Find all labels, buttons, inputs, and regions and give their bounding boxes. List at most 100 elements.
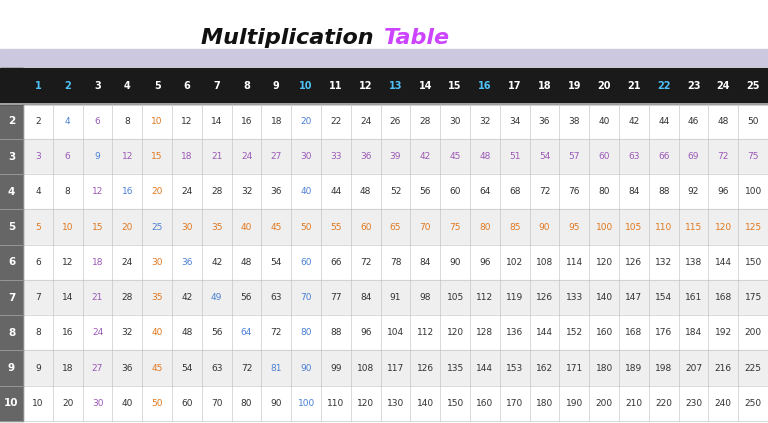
Bar xyxy=(0,386,23,421)
Text: 126: 126 xyxy=(536,293,553,302)
Text: 8: 8 xyxy=(243,81,250,91)
Text: 63: 63 xyxy=(211,363,223,373)
Text: 40: 40 xyxy=(300,187,312,196)
Text: 8: 8 xyxy=(35,328,41,337)
Text: 42: 42 xyxy=(211,258,223,267)
Text: 44: 44 xyxy=(330,187,342,196)
Text: 21: 21 xyxy=(211,152,223,161)
Bar xyxy=(0,350,768,386)
Text: 24: 24 xyxy=(181,187,193,196)
Text: 9: 9 xyxy=(94,152,101,161)
Text: 100: 100 xyxy=(744,187,762,196)
Text: 30: 30 xyxy=(92,399,103,408)
Text: 60: 60 xyxy=(598,152,610,161)
Text: 32: 32 xyxy=(241,187,252,196)
Text: 70: 70 xyxy=(300,293,312,302)
Text: 28: 28 xyxy=(211,187,223,196)
Text: 130: 130 xyxy=(387,399,404,408)
Text: 216: 216 xyxy=(715,363,732,373)
Bar xyxy=(0,350,23,386)
Text: 99: 99 xyxy=(330,363,342,373)
Text: 13: 13 xyxy=(389,81,402,91)
Text: 112: 112 xyxy=(476,293,494,302)
Text: 10: 10 xyxy=(62,222,74,231)
Text: 119: 119 xyxy=(506,293,523,302)
Text: 21: 21 xyxy=(627,81,641,91)
Text: 96: 96 xyxy=(360,328,372,337)
Text: 95: 95 xyxy=(568,222,580,231)
Text: 32: 32 xyxy=(479,117,491,126)
Text: 4: 4 xyxy=(35,187,41,196)
Text: 96: 96 xyxy=(717,187,729,196)
Text: 230: 230 xyxy=(685,399,702,408)
Text: Table: Table xyxy=(384,28,450,48)
Text: 64: 64 xyxy=(479,187,491,196)
Text: 14: 14 xyxy=(62,293,74,302)
Text: 84: 84 xyxy=(628,187,640,196)
Text: 22: 22 xyxy=(657,81,670,91)
Text: 108: 108 xyxy=(536,258,553,267)
Text: 105: 105 xyxy=(446,293,464,302)
Text: 2: 2 xyxy=(35,117,41,126)
Text: 9: 9 xyxy=(35,363,41,373)
Text: 117: 117 xyxy=(387,363,404,373)
Text: 70: 70 xyxy=(419,222,431,231)
Text: 72: 72 xyxy=(717,152,729,161)
Text: 114: 114 xyxy=(566,258,583,267)
Text: 14: 14 xyxy=(419,81,432,91)
Text: 6: 6 xyxy=(65,152,71,161)
Text: 22: 22 xyxy=(330,117,342,126)
Text: 32: 32 xyxy=(121,328,133,337)
Text: 84: 84 xyxy=(419,258,431,267)
Text: 90: 90 xyxy=(270,399,282,408)
Text: 24: 24 xyxy=(360,117,372,126)
Text: 91: 91 xyxy=(390,293,401,302)
Text: 18: 18 xyxy=(538,81,551,91)
Bar xyxy=(0,209,768,244)
Text: 7: 7 xyxy=(8,293,15,302)
Text: 26: 26 xyxy=(390,117,401,126)
Text: 160: 160 xyxy=(595,328,613,337)
Text: 2: 2 xyxy=(65,81,71,91)
Text: 66: 66 xyxy=(330,258,342,267)
Text: 24: 24 xyxy=(92,328,103,337)
Text: 120: 120 xyxy=(357,399,374,408)
Text: 16: 16 xyxy=(121,187,133,196)
Text: 51: 51 xyxy=(509,152,521,161)
Text: 5: 5 xyxy=(154,81,161,91)
Bar xyxy=(0,244,23,280)
Text: 54: 54 xyxy=(270,258,282,267)
Text: 75: 75 xyxy=(747,152,759,161)
Text: 36: 36 xyxy=(270,187,282,196)
Text: 198: 198 xyxy=(655,363,672,373)
Text: 28: 28 xyxy=(419,117,431,126)
Text: 8: 8 xyxy=(65,187,71,196)
Text: 104: 104 xyxy=(387,328,404,337)
Text: 56: 56 xyxy=(211,328,223,337)
Text: 24: 24 xyxy=(241,152,252,161)
Text: 14: 14 xyxy=(211,117,223,126)
Text: 38: 38 xyxy=(568,117,580,126)
Text: 250: 250 xyxy=(744,399,762,408)
Text: 90: 90 xyxy=(449,258,461,267)
Text: 45: 45 xyxy=(449,152,461,161)
Text: 3: 3 xyxy=(8,151,15,162)
Text: 144: 144 xyxy=(536,328,553,337)
Text: 225: 225 xyxy=(745,363,762,373)
Text: 25: 25 xyxy=(746,81,760,91)
Text: 48: 48 xyxy=(479,152,491,161)
Text: 180: 180 xyxy=(536,399,553,408)
Text: 64: 64 xyxy=(241,328,252,337)
Text: Multiplication Table: Multiplication Table xyxy=(261,28,507,48)
Text: 190: 190 xyxy=(566,399,583,408)
Text: 50: 50 xyxy=(300,222,312,231)
Text: 80: 80 xyxy=(479,222,491,231)
Text: 105: 105 xyxy=(625,222,643,231)
Text: 54: 54 xyxy=(539,152,550,161)
Text: 168: 168 xyxy=(625,328,643,337)
Text: 144: 144 xyxy=(476,363,493,373)
Text: 126: 126 xyxy=(417,363,434,373)
Text: 18: 18 xyxy=(181,152,193,161)
Text: 50: 50 xyxy=(747,117,759,126)
Bar xyxy=(0,139,768,174)
